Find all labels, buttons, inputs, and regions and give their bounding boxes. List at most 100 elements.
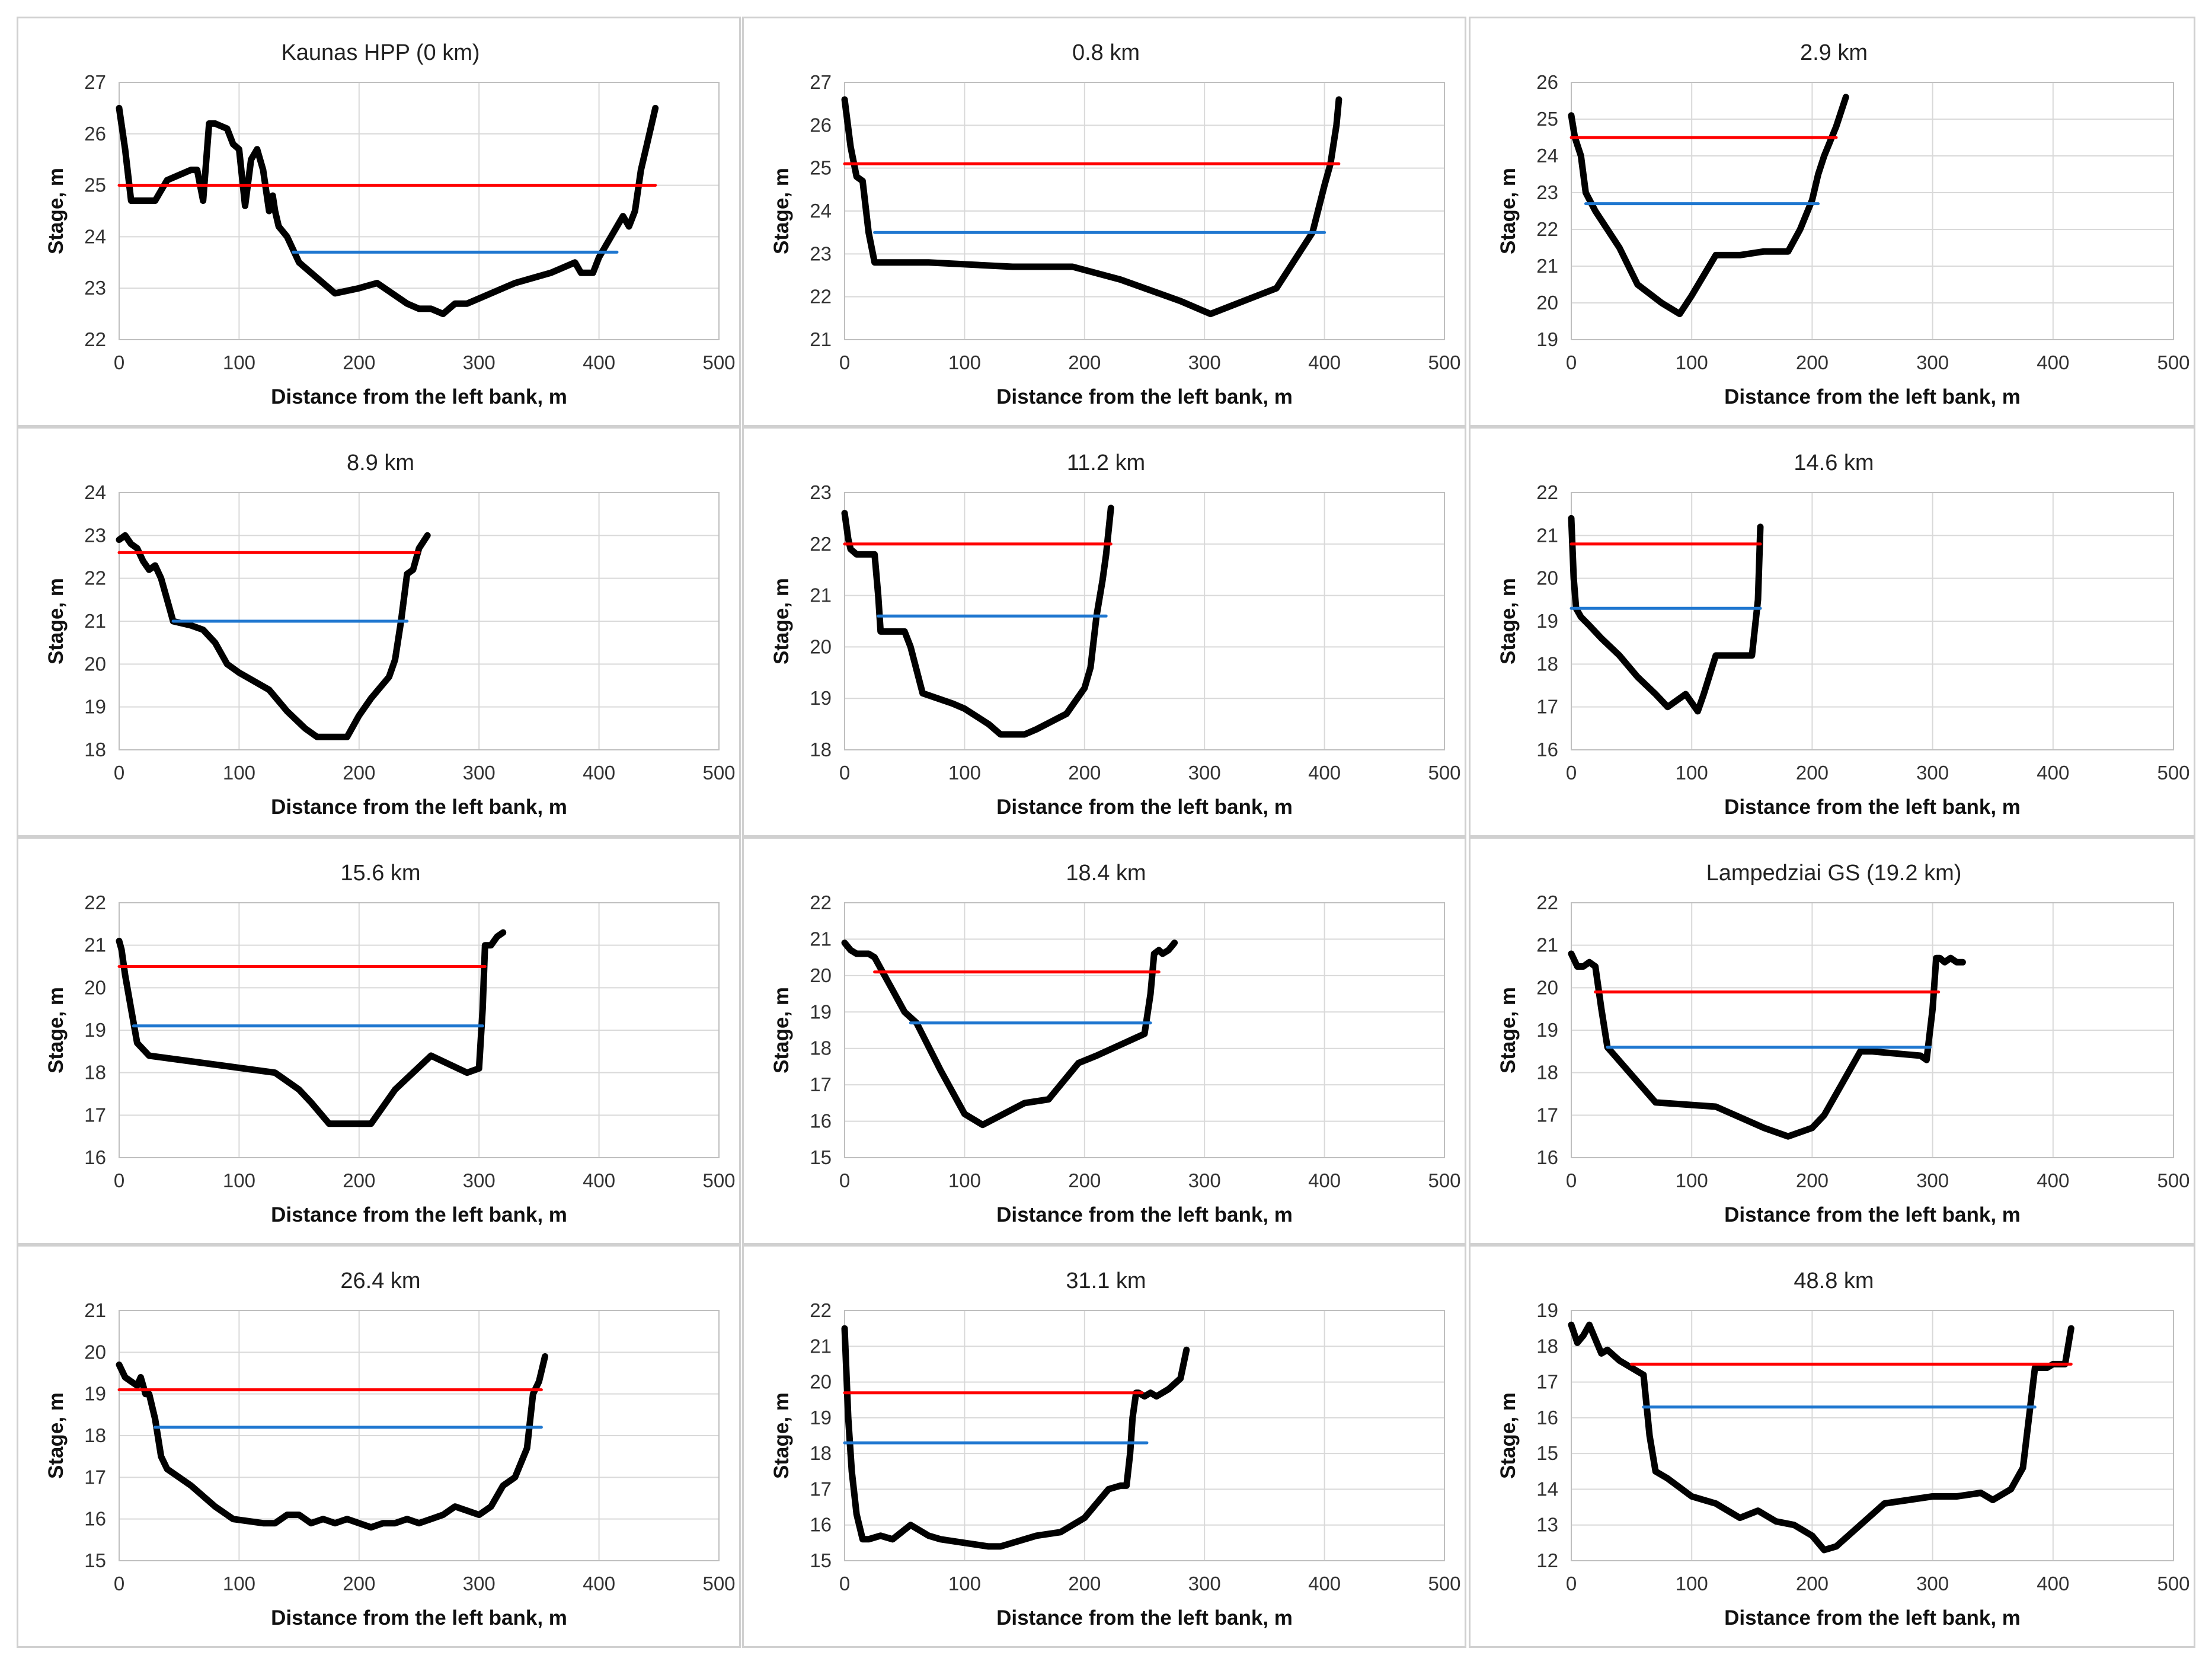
y-tick-label: 23 (810, 481, 832, 503)
x-tick-label: 500 (1428, 762, 1460, 784)
plot-area (119, 902, 720, 1158)
y-tick-label: 21 (84, 934, 106, 956)
y-tick-label: 20 (84, 653, 106, 675)
x-tick-label: 100 (1676, 352, 1708, 373)
y-tick-label: 18 (810, 1442, 832, 1464)
x-tick-label: 400 (2037, 1169, 2069, 1191)
x-tick-label: 0 (839, 352, 850, 373)
y-tick-label: 16 (1536, 1146, 1558, 1168)
x-tick-label: 100 (948, 352, 981, 373)
y-tick-label: 18 (1536, 1335, 1558, 1357)
plot-area (844, 492, 1445, 750)
x-axis-label: Distance from the left bank, m (996, 385, 1293, 408)
y-axis-label: Stage, m (1497, 578, 1520, 664)
y-tick-label: 16 (84, 1508, 106, 1530)
y-tick-label: 21 (1536, 524, 1558, 546)
x-tick-label: 0 (114, 352, 124, 373)
x-tick-label: 300 (1188, 762, 1221, 784)
plot-area (119, 82, 720, 340)
chart-svg: Lampedziai GS (19.2 km) 16 17 18 19 20 21 22 0 10… (1497, 861, 2190, 1226)
y-tick-label: 19 (810, 1001, 832, 1022)
x-axis-label: Distance from the left bank, m (1724, 795, 2021, 819)
x-tick-label: 500 (2157, 1573, 2189, 1594)
chart-panel: 48.8 km 12 13 14 15 16 17 18 19 0 100 200 300 400 500 D… (1469, 1245, 2195, 1648)
y-tick-label: 15 (810, 1549, 832, 1571)
y-tick-label: 21 (84, 1299, 106, 1321)
x-tick-label: 500 (2157, 1169, 2189, 1191)
x-tick-label: 200 (1068, 1573, 1101, 1594)
y-tick-label: 16 (84, 1146, 106, 1168)
chart-title: 14.6 km (1794, 450, 1874, 475)
x-tick-label: 400 (1308, 762, 1341, 784)
y-tick-label: 21 (810, 584, 832, 606)
x-tick-label: 100 (223, 1573, 255, 1594)
x-tick-label: 200 (343, 352, 375, 373)
y-tick-label: 19 (810, 687, 832, 709)
x-tick-label: 200 (1796, 762, 1829, 784)
series-profile-line (841, 1325, 1190, 1550)
y-tick-label: 18 (84, 739, 106, 760)
x-axis-label: Distance from the left bank, m (996, 1606, 1293, 1629)
x-axis-label: Distance from the left bank, m (1724, 385, 2021, 408)
x-tick-label: 0 (1566, 1573, 1577, 1594)
x-tick-label: 100 (223, 352, 255, 373)
x-tick-label: 200 (1068, 352, 1101, 373)
x-tick-label: 200 (343, 1169, 375, 1191)
plot-area (844, 1310, 1445, 1561)
x-axis-label: Distance from the left bank, m (996, 795, 1293, 819)
chart-title: 26.4 km (340, 1268, 420, 1293)
y-tick-label: 17 (810, 1073, 832, 1095)
y-tick-label: 18 (810, 739, 832, 760)
x-tick-label: 400 (1308, 352, 1341, 373)
chart-title: 2.9 km (1800, 40, 1868, 65)
y-tick-label: 22 (84, 567, 106, 589)
x-tick-label: 400 (583, 1573, 615, 1594)
x-tick-label: 300 (463, 352, 496, 373)
chart-panel: 8.9 km 18 19 20 21 22 23 24 0 100 200 300 400 500 Dist… (17, 427, 741, 837)
y-tick-label: 16 (1536, 739, 1558, 760)
chart-panel: 2.9 km 19 20 21 22 23 24 25 26 0 100 200 300 400 500 Di… (1469, 17, 2195, 427)
series-profile-line (116, 104, 659, 318)
y-tick-label: 27 (810, 71, 832, 93)
y-tick-label: 18 (810, 1037, 832, 1059)
x-tick-label: 100 (223, 762, 255, 784)
chart-svg: 26.4 km 15 16 17 18 19 20 21 0 100 200 300 400 500 Dis… (44, 1268, 736, 1629)
chart-title: 11.2 km (1067, 450, 1145, 475)
chart-svg: 31.1 km 15 16 17 18 19 20 21 22 0 100 200 300 400 500 D… (770, 1268, 1461, 1629)
x-tick-label: 500 (702, 352, 735, 373)
series-profile-line (1568, 515, 1764, 715)
y-tick-label: 15 (84, 1549, 106, 1571)
x-tick-label: 500 (2157, 352, 2189, 373)
x-tick-label: 500 (2157, 762, 2189, 784)
x-tick-label: 500 (702, 1169, 735, 1191)
y-tick-label: 17 (810, 1478, 832, 1500)
y-tick-label: 20 (1536, 976, 1558, 998)
y-tick-label: 21 (810, 928, 832, 950)
x-axis-label: Distance from the left bank, m (271, 385, 567, 408)
chart-panel: 31.1 km 15 16 17 18 19 20 21 22 0 100 200 300 400 500 D… (742, 1245, 1466, 1648)
x-tick-label: 0 (1566, 352, 1577, 373)
chart-panel: 26.4 km 15 16 17 18 19 20 21 0 100 200 300 400 500 Dis… (17, 1245, 741, 1648)
y-axis-label: Stage, m (44, 168, 68, 254)
y-tick-label: 22 (810, 533, 832, 555)
series-profile-line (841, 96, 1342, 318)
plot-area (1571, 492, 2174, 750)
y-tick-label: 23 (84, 277, 106, 299)
x-tick-label: 400 (583, 1169, 615, 1191)
series-profile-line (116, 929, 507, 1127)
y-tick-label: 20 (810, 635, 832, 657)
x-tick-label: 400 (1308, 1169, 1341, 1191)
y-tick-label: 24 (84, 225, 106, 247)
y-tick-label: 21 (1536, 934, 1558, 956)
y-tick-label: 23 (810, 242, 832, 264)
chart-svg: 8.9 km 18 19 20 21 22 23 24 0 100 200 300 400 500 Dist… (44, 450, 736, 819)
y-tick-label: 16 (1536, 1407, 1558, 1429)
x-tick-label: 300 (1916, 1573, 1949, 1594)
x-tick-label: 0 (114, 1573, 124, 1594)
y-tick-label: 18 (84, 1062, 106, 1084)
x-tick-label: 100 (1676, 762, 1708, 784)
x-tick-label: 200 (1796, 1169, 1829, 1191)
x-tick-label: 0 (839, 1573, 850, 1594)
chart-panel: 14.6 km 16 17 18 19 20 21 22 0 100 200 300 400 500 Dis… (1469, 427, 2195, 837)
y-tick-label: 20 (1536, 567, 1558, 589)
